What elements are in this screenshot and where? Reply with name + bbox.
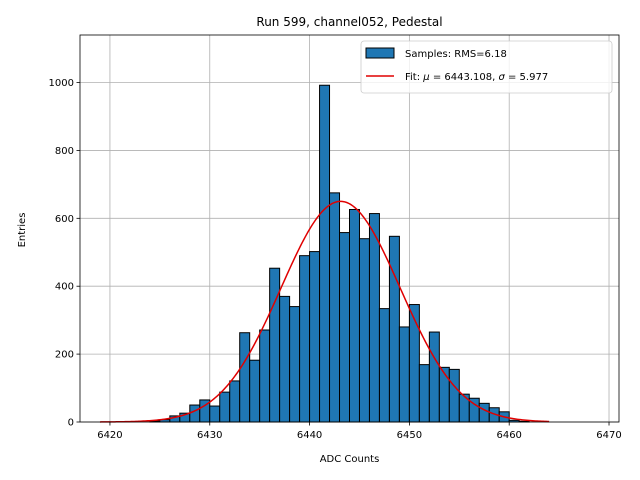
histogram-bar: [249, 359, 261, 423]
histogram-bar: [189, 404, 201, 423]
histogram-bar: [319, 84, 331, 423]
x-tick-label: 6440: [297, 430, 322, 441]
histogram-bar: [239, 332, 251, 423]
x-tick-label: 6450: [397, 430, 422, 441]
histogram-bar: [358, 238, 370, 423]
x-tick-label: 6470: [596, 430, 621, 441]
histogram-bar: [368, 213, 380, 423]
fit-curve-layer: [99, 200, 550, 423]
chart-title: Run 599, channel052, Pedestal: [256, 15, 442, 29]
histogram-bar: [299, 255, 311, 423]
histogram-bar: [289, 306, 301, 423]
histogram-bars: [149, 84, 530, 423]
y-tick-label: 600: [55, 214, 74, 225]
y-tick-label: 0: [68, 418, 74, 429]
x-tick-label: 6420: [97, 430, 122, 441]
x-tick-label: 6460: [496, 430, 521, 441]
histogram-bar: [418, 364, 430, 423]
x-axis-label: ADC Counts: [320, 454, 380, 465]
histogram-bar: [229, 380, 241, 423]
y-tick-label: 800: [55, 146, 74, 157]
histogram-bar: [349, 208, 360, 423]
histogram-bar: [428, 331, 440, 423]
fit-mu-symbol: μ: [422, 72, 429, 83]
histogram-bar: [209, 405, 221, 423]
legend: Samples: RMS=6.18 Fit: μ = 6443.108, σ =…: [360, 40, 613, 94]
histogram-bar: [408, 304, 420, 423]
y-tick-label: 1000: [49, 78, 74, 89]
histogram-bar: [309, 251, 321, 423]
histogram-bar: [438, 366, 450, 423]
y-tick-label: 400: [55, 282, 74, 293]
fit-mu-value: = 6443.108,: [430, 72, 499, 83]
legend-box: [360, 40, 613, 94]
x-tick-label: 6430: [197, 430, 222, 441]
histogram-bar: [219, 391, 231, 423]
histogram-bar: [478, 402, 490, 423]
histogram-bar: [388, 235, 400, 423]
legend-histogram-swatch: [365, 47, 395, 59]
histogram-bar: [259, 329, 271, 423]
fit-sigma-value: = 5.977: [505, 72, 548, 83]
histogram-bar: [339, 232, 351, 423]
axis-ticks: 6420 6430 6440 6450 6460 6470 0 200 400 600 800 100…: [49, 78, 622, 441]
histogram-bar: [279, 295, 291, 423]
legend-histogram-label: Samples: RMS=6.18: [405, 49, 507, 60]
histogram-bar: [378, 308, 390, 423]
histogram-bar: [269, 267, 281, 423]
fit-curve: [99, 200, 550, 423]
plot-frame: [79, 34, 620, 423]
fit-prefix: Fit:: [405, 72, 423, 83]
histogram-bar: [448, 368, 460, 423]
legend-fit-label: Fit: μ = 6443.108, σ = 5.977: [405, 72, 548, 83]
y-axis-label: Entries: [17, 213, 28, 248]
histogram-bar: [398, 326, 410, 423]
y-tick-label: 200: [55, 350, 74, 361]
histogram-bar: [329, 192, 341, 423]
fit-sigma-symbol: σ: [498, 72, 505, 83]
